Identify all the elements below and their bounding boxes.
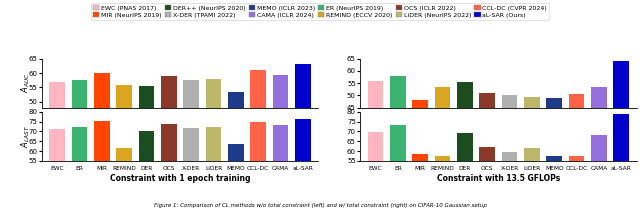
Bar (613, 61, 629, 209)
Bar (502, 152, 517, 209)
Bar (524, 97, 540, 209)
Bar (390, 125, 406, 209)
Bar (368, 132, 383, 209)
Bar (591, 135, 607, 209)
Bar (435, 87, 451, 209)
Bar (479, 147, 495, 209)
Bar (139, 131, 154, 209)
Bar (205, 127, 221, 209)
Bar (569, 156, 584, 209)
Bar (49, 82, 65, 209)
Bar (184, 80, 199, 209)
Y-axis label: $A_{AUC}$: $A_{AUC}$ (19, 73, 32, 93)
Bar (161, 125, 177, 209)
Bar (295, 64, 310, 209)
Bar (457, 133, 473, 209)
Bar (273, 75, 288, 209)
Bar (184, 129, 199, 209)
Bar (116, 85, 132, 209)
Bar (250, 122, 266, 209)
Bar (116, 148, 132, 209)
Bar (412, 154, 428, 209)
Bar (524, 148, 540, 209)
Bar (457, 82, 473, 209)
Bar (591, 87, 607, 209)
Bar (412, 100, 428, 209)
Bar (273, 125, 288, 209)
Bar (390, 76, 406, 209)
Bar (139, 86, 154, 209)
Bar (435, 156, 451, 209)
Bar (72, 80, 88, 209)
Bar (205, 79, 221, 209)
Bar (94, 73, 109, 209)
Bar (368, 81, 383, 209)
X-axis label: Constraint with 1 epoch training: Constraint with 1 epoch training (110, 173, 250, 183)
Bar (94, 121, 109, 209)
Bar (250, 70, 266, 209)
Bar (295, 119, 310, 209)
Bar (479, 93, 495, 209)
Bar (613, 114, 629, 209)
Legend: EWC (PNAS 2017), MIR (NeurIPS 2019), DER++ (NeurIPS 2020), X-DER (TPAMI 2022), M: EWC (PNAS 2017), MIR (NeurIPS 2019), DER… (91, 3, 549, 20)
Bar (547, 98, 562, 209)
Bar (72, 127, 88, 209)
Text: Figure 1: Comparison of CL methods w/o total constraint (left) and w/ total cons: Figure 1: Comparison of CL methods w/o t… (154, 203, 486, 208)
Bar (569, 94, 584, 209)
Bar (49, 129, 65, 209)
Y-axis label: $A_{LAST}$: $A_{LAST}$ (19, 125, 32, 148)
Bar (502, 96, 517, 209)
Bar (228, 144, 244, 209)
Bar (161, 76, 177, 209)
Bar (547, 156, 562, 209)
Bar (228, 92, 244, 209)
X-axis label: Constraint with 13.5 GFLOPs: Constraint with 13.5 GFLOPs (436, 173, 560, 183)
